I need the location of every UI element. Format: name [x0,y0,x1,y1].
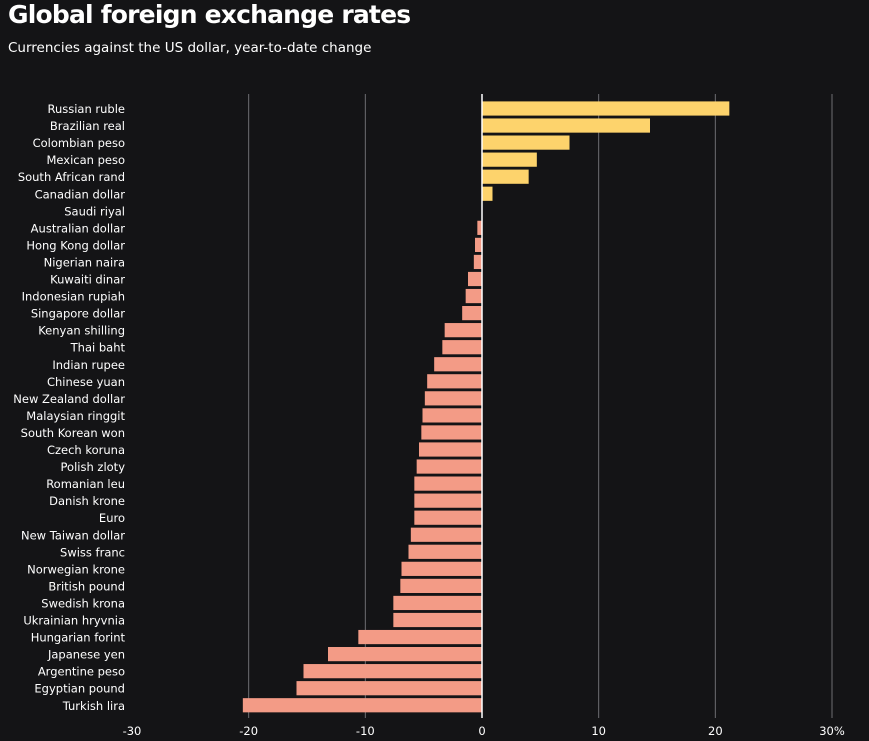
category-label: Brazilian real [50,119,125,133]
category-label: Romanian leu [46,477,125,491]
category-label: Norwegian krone [27,562,125,576]
x-tick-label: 30% [819,724,845,738]
category-label: Indian rupee [52,358,125,372]
bar [358,629,482,645]
bar [410,527,482,542]
category-label: Polish zloty [61,460,126,474]
category-label: New Taiwan dollar [21,528,125,542]
bar [482,186,493,201]
chart-subtitle: Currencies against the US dollar, year-t… [8,40,372,56]
bar [482,152,537,167]
category-label: Saudi riyal [64,204,125,218]
bar [442,340,482,355]
bar [482,118,650,133]
category-label: Thai baht [70,341,126,355]
bar [444,323,482,338]
category-label: Turkish lira [62,699,125,713]
bar [401,561,482,576]
category-label: South African rand [18,170,125,184]
bar [416,459,482,474]
bar [422,408,482,423]
x-tick-label: -10 [356,724,375,738]
category-label: Swedish krona [41,596,125,610]
category-label: Nigerian naira [44,255,125,269]
bar [477,220,482,235]
bar [462,306,482,321]
bar [482,169,529,184]
bar [482,101,730,116]
bar [414,510,482,525]
x-tick-label: -20 [239,724,258,738]
category-label: Hungarian forint [31,631,126,645]
category-label: Kuwaiti dinar [50,273,125,287]
category-label: Canadian dollar [35,187,126,201]
category-label: Mexican peso [46,153,125,167]
category-label: Australian dollar [31,221,126,235]
bar [421,425,482,440]
category-label: Indonesian rupiah [22,290,125,304]
bar [414,476,482,491]
bar [296,681,482,696]
bar [424,391,482,406]
category-label: Ukrainian hryvnia [23,614,125,628]
category-label: South Korean won [21,426,125,440]
bar [408,544,482,559]
chart-title: Global foreign exchange rates [8,0,411,29]
category-label: Russian ruble [47,102,125,116]
bar [303,664,482,679]
x-tick-label: -30 [123,724,142,738]
bar [393,595,482,611]
category-label: Euro [99,511,125,525]
category-label: Japanese yen [47,648,125,662]
bar [328,647,482,662]
category-label: Kenyan shilling [38,324,125,338]
category-label: Egyptian pound [34,682,125,696]
bar [482,135,570,150]
x-tick-label: 10 [591,724,606,738]
category-label: Malaysian ringgit [26,409,125,423]
bar [473,254,482,270]
bar [468,271,482,287]
category-label: Chinese yuan [47,375,125,389]
bar [414,493,482,508]
category-label: Danish krone [49,494,125,508]
bar [242,698,482,713]
bar [393,612,482,628]
category-label: Singapore dollar [31,307,125,321]
x-tick-label: 0 [478,724,485,738]
category-label: Swiss franc [60,545,125,559]
category-label: Hong Kong dollar [26,238,125,252]
bar [419,442,482,457]
category-label: Colombian peso [33,136,125,150]
category-label: New Zealand dollar [13,392,125,406]
bar [475,237,482,252]
category-label: Argentine peso [38,665,125,679]
x-tick-label: 20 [708,724,723,738]
category-label: Czech koruna [47,443,125,457]
category-label: British pound [48,579,125,593]
bar [427,374,482,389]
bar [434,357,482,372]
bar [400,578,482,593]
bar [465,288,482,304]
